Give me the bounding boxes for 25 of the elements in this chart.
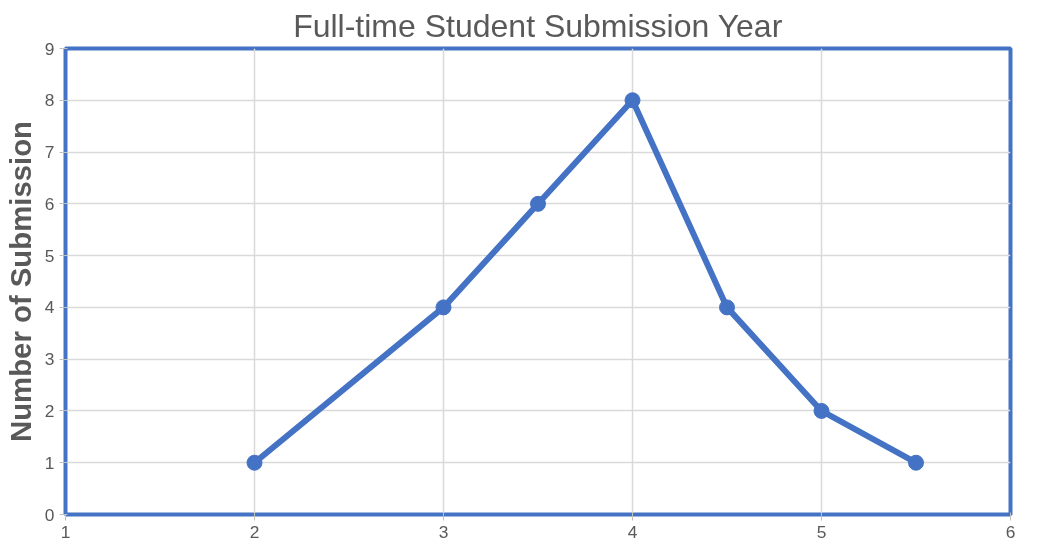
point <box>719 299 735 316</box>
y-tick-label: 6 <box>44 193 55 214</box>
point <box>530 195 546 212</box>
x-tick-label: 2 <box>249 521 260 542</box>
point <box>435 299 452 316</box>
y-tick-label: 1 <box>44 452 55 473</box>
x-tick-label: 3 <box>438 521 449 542</box>
point <box>813 402 830 419</box>
y-tick-label: 0 <box>44 504 55 525</box>
point <box>908 454 924 471</box>
x-tick-label: 5 <box>816 521 827 542</box>
y-tick-label: 5 <box>44 245 55 266</box>
x-tick-label: 1 <box>60 521 71 542</box>
y-tick-label: 7 <box>44 142 55 163</box>
y-tick-label: 3 <box>44 349 55 370</box>
y-tick-label: 8 <box>44 90 55 111</box>
point <box>246 454 263 471</box>
point <box>624 92 641 109</box>
y-tick-label: 9 <box>44 38 55 59</box>
x-tick-label: 6 <box>1005 521 1016 542</box>
y-axis-title: Number of Submission <box>3 120 37 442</box>
chart-title: Full-time Student Submission Year <box>293 7 783 44</box>
x-tick-label: 4 <box>627 521 638 542</box>
y-tick-label: 4 <box>44 297 55 318</box>
y-tick-label: 2 <box>44 400 55 421</box>
